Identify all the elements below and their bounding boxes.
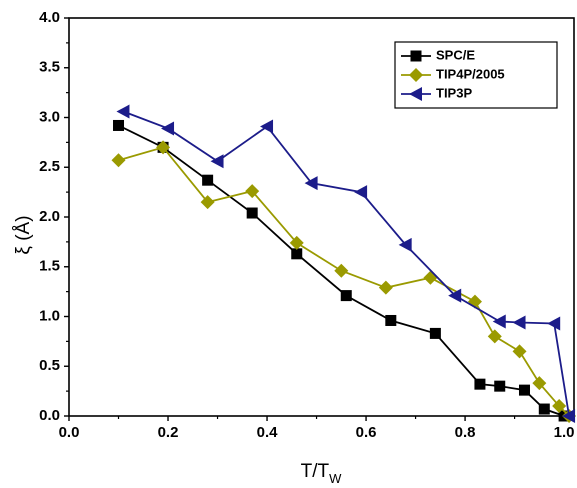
x-tick-label: 0.4	[257, 424, 279, 441]
data-point-tip4p-2005	[532, 376, 547, 391]
x-tick-label: 0.8	[455, 424, 476, 441]
data-point-tip4p-2005	[552, 399, 567, 414]
data-point-spc-e	[202, 174, 214, 186]
y-tick-label: 3.0	[39, 108, 60, 125]
data-point-tip4p-2005	[487, 329, 502, 344]
data-point-tip4p-2005	[378, 280, 393, 295]
series-tip4p-2005	[111, 140, 577, 423]
legend-label: TIP3P	[436, 85, 472, 100]
series-tip3p	[116, 104, 576, 423]
legend-item-spc-e: SPC/E	[401, 47, 475, 62]
legend-item-tip4p-2005: TIP4P/2005	[401, 66, 505, 82]
series-layer	[111, 104, 577, 423]
x-tick-label: 0.6	[356, 424, 377, 441]
data-point-tip4p-2005	[512, 344, 527, 359]
data-point-tip3p	[562, 409, 576, 423]
data-point-tip3p	[547, 316, 561, 331]
x-tick-label: 0.0	[59, 424, 80, 441]
y-tick-label: 2.0	[39, 208, 60, 225]
x-axis-title-subscript: W	[329, 471, 342, 486]
y-tick-label: 4.0	[39, 9, 60, 26]
data-point-tip3p	[304, 176, 318, 191]
data-point-tip3p	[398, 237, 412, 252]
y-tick-label: 0.5	[39, 357, 60, 374]
data-point-tip3p	[354, 185, 368, 200]
data-point-tip4p-2005	[334, 263, 349, 278]
y-tick-label: 0.0	[39, 407, 60, 424]
data-point-spc-e	[246, 207, 258, 219]
data-point-spc-e	[291, 248, 303, 260]
x-axis-title: T/TW	[301, 461, 343, 486]
data-point-tip4p-2005	[200, 195, 215, 210]
legend-marker	[410, 50, 422, 62]
legend-marker	[409, 87, 422, 101]
legend-marker	[409, 68, 423, 82]
data-point-spc-e	[494, 380, 506, 392]
data-point-tip4p-2005	[156, 140, 171, 155]
data-point-spc-e	[113, 119, 125, 131]
data-point-tip3p	[260, 119, 274, 134]
data-point-spc-e	[340, 290, 352, 302]
data-point-tip3p	[210, 154, 224, 169]
legend-label: SPC/E	[436, 47, 475, 62]
data-point-spc-e	[518, 384, 530, 396]
y-tick-label: 1.5	[39, 258, 60, 275]
data-point-spc-e	[429, 327, 441, 339]
data-point-tip3p	[116, 104, 130, 119]
series-line-tip3p	[123, 110, 570, 417]
legend-label: TIP4P/2005	[436, 66, 505, 81]
data-point-tip3p	[161, 121, 175, 136]
y-axis-title: ξ (Å)	[13, 215, 34, 254]
data-point-tip3p	[512, 315, 526, 330]
legend: SPC/E TIP4P/2005 TIP3P	[394, 41, 558, 109]
data-point-spc-e	[538, 403, 550, 415]
x-tick-label: 1.0	[554, 424, 575, 441]
y-tick-label: 1.0	[39, 307, 60, 324]
data-point-spc-e	[474, 378, 486, 390]
legend-item-tip3p: TIP3P	[401, 85, 472, 101]
data-point-tip4p-2005	[289, 235, 304, 250]
y-tick-label: 3.5	[39, 59, 60, 76]
series-line-tip4p-2005	[118, 146, 570, 417]
x-axis: 0.0 0.2 0.4 0.6 0.8 1.0	[59, 416, 575, 441]
data-point-tip3p	[448, 288, 462, 303]
y-axis: 0.0 0.5 1.0 1.5 2.0 2.5 3.0 3.5 4.0	[39, 9, 69, 424]
series-spc-e	[113, 119, 570, 422]
x-axis-title-main: T/T	[301, 461, 330, 482]
data-point-tip4p-2005	[245, 184, 260, 199]
y-tick-label: 2.5	[39, 158, 60, 175]
data-point-tip3p	[492, 314, 506, 329]
data-point-tip4p-2005	[423, 270, 438, 285]
data-point-spc-e	[385, 314, 397, 326]
data-point-tip4p-2005	[111, 153, 126, 168]
x-tick-label: 0.2	[158, 424, 179, 441]
